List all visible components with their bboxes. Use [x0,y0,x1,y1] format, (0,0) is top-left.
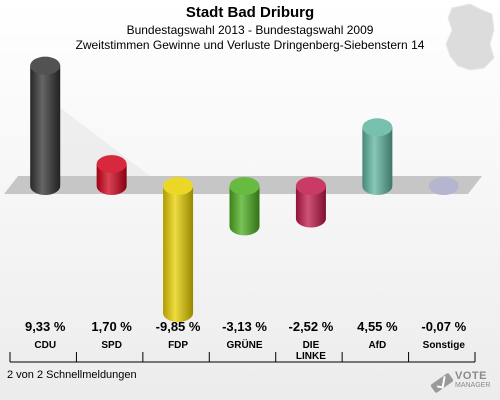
logo-text: VOTE [455,370,487,382]
value-label-afd: 4,55 % [357,319,398,334]
bar-spd [96,155,127,195]
logo-subtext: MANAGER [455,382,491,389]
bar-cdu [30,56,61,195]
value-label-fdp: -9,85 % [156,319,201,334]
chart-subtitle: Bundestagswahl 2013 - Bundestagswahl 200… [126,23,374,37]
category-label-die-linke: LINKE [296,351,326,362]
bar-die-linke [295,177,326,228]
category-label-spd: SPD [101,340,122,351]
value-label-sonstige: -0,07 % [421,319,466,334]
category-label-grüne: GRÜNE [226,338,262,351]
bar-grüne [229,177,260,236]
category-label-cdu: CDU [34,340,56,351]
chart-description: Zweitstimmen Gewinne und Verluste Dringe… [75,38,425,52]
category-label-afd: AfD [368,340,386,351]
germany-map-icon [445,3,495,71]
bar-sonstige [428,177,459,195]
value-label-die-linke: -2,52 % [289,319,334,334]
footer-note: 2 von 2 Schnellmeldungen [7,369,137,381]
value-label-spd: 1,70 % [91,319,132,334]
bar-afd [362,118,393,195]
value-label-cdu: 9,33 % [25,319,66,334]
bar-fdp [163,177,194,323]
chart-title: Stadt Bad Driburg [185,4,315,21]
category-label-fdp: FDP [168,340,188,351]
category-label-die-linke: DIE [303,340,320,351]
category-label-sonstige: Sonstige [423,340,466,351]
votemanager-logo [430,373,454,393]
value-label-grüne: -3,13 % [222,319,267,334]
